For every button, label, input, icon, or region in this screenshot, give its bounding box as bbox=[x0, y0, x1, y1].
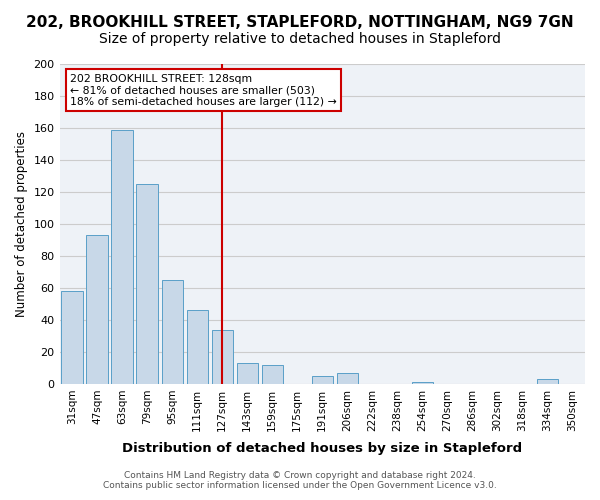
Bar bbox=[61, 291, 83, 384]
Bar bbox=[311, 376, 333, 384]
Bar bbox=[161, 280, 183, 384]
Bar bbox=[537, 379, 558, 384]
Text: 202 BROOKHILL STREET: 128sqm
← 81% of detached houses are smaller (503)
18% of s: 202 BROOKHILL STREET: 128sqm ← 81% of de… bbox=[70, 74, 337, 107]
X-axis label: Distribution of detached houses by size in Stapleford: Distribution of detached houses by size … bbox=[122, 442, 523, 455]
Bar bbox=[236, 363, 258, 384]
Text: Contains HM Land Registry data © Crown copyright and database right 2024.
Contai: Contains HM Land Registry data © Crown c… bbox=[103, 470, 497, 490]
Bar bbox=[187, 310, 208, 384]
Bar bbox=[412, 382, 433, 384]
Bar bbox=[136, 184, 158, 384]
Bar bbox=[86, 235, 108, 384]
Bar bbox=[337, 372, 358, 384]
Bar bbox=[212, 330, 233, 384]
Bar bbox=[262, 364, 283, 384]
Text: 202, BROOKHILL STREET, STAPLEFORD, NOTTINGHAM, NG9 7GN: 202, BROOKHILL STREET, STAPLEFORD, NOTTI… bbox=[26, 15, 574, 30]
Text: Size of property relative to detached houses in Stapleford: Size of property relative to detached ho… bbox=[99, 32, 501, 46]
Bar bbox=[112, 130, 133, 384]
Y-axis label: Number of detached properties: Number of detached properties bbox=[15, 131, 28, 317]
